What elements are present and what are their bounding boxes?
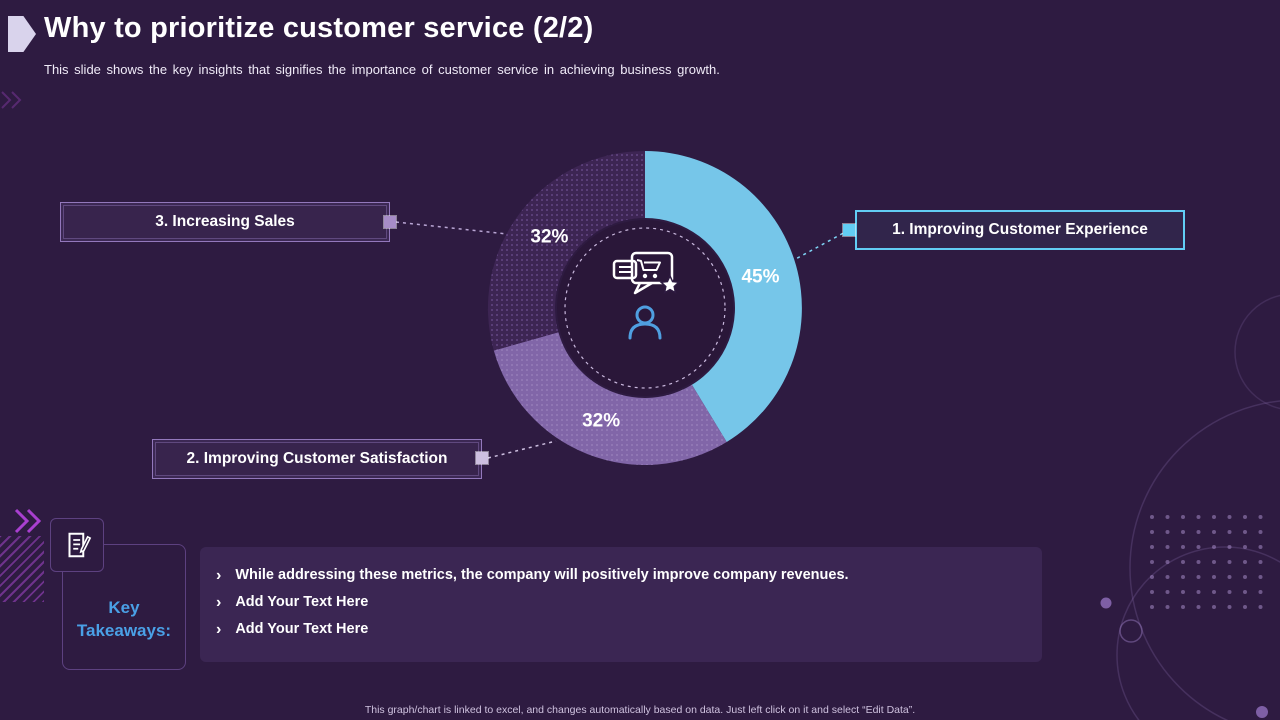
shopping-cart-icon xyxy=(636,259,661,271)
list-item: › Add Your Text Here xyxy=(216,616,1042,643)
chat-bubble-icon xyxy=(630,251,674,285)
footer-note: This graph/chart is linked to excel, and… xyxy=(364,704,916,716)
page-title: Why to prioritize customer service (2/2) xyxy=(44,12,594,44)
takeaway-text: Add Your Text Here xyxy=(235,621,369,637)
dot-grid-decoration xyxy=(1150,515,1263,609)
pie-slice-texture xyxy=(487,150,645,351)
star-icon xyxy=(659,274,681,295)
donut-chart[interactable]: 45% 32% 32% xyxy=(480,143,810,473)
key-takeaways-heading: Key Takeaways: xyxy=(76,598,172,640)
cart-wheel xyxy=(652,273,658,279)
ring-decoration xyxy=(1129,400,1280,720)
cart-wheel xyxy=(642,273,648,279)
key-takeaways-frame: Key Takeaways: xyxy=(62,544,186,670)
bullet-glyph: › xyxy=(216,594,222,611)
hatch-decoration xyxy=(0,536,44,602)
callout-connector-square xyxy=(476,452,488,464)
chevron-decoration xyxy=(1,91,22,109)
page-subtitle: This slide shows the key insights that s… xyxy=(44,62,720,77)
list-item: › Add Your Text Here xyxy=(216,589,1042,616)
person-body xyxy=(628,322,662,340)
callout-improving-customer-satisfaction: 2. Improving Customer Satisfaction xyxy=(152,439,482,479)
slice-percent-label: 32% xyxy=(582,411,620,432)
slice-percent-label: 45% xyxy=(741,267,779,288)
chevron-decoration xyxy=(14,508,42,534)
chat-bubble-tail xyxy=(633,281,653,295)
text-lines xyxy=(619,266,631,273)
callout-label: 3. Increasing Sales xyxy=(155,213,295,230)
pie-slice-texture xyxy=(493,332,727,465)
slice-percent-label: 32% xyxy=(530,227,568,248)
callout-improving-customer-experience: 1. Improving Customer Experience xyxy=(855,210,1185,250)
pie-slice-1[interactable] xyxy=(645,151,802,442)
chat-bubble-small-icon xyxy=(612,259,638,280)
bullet-glyph: › xyxy=(216,621,222,638)
callout-connector-square xyxy=(843,224,855,236)
callout-increasing-sales: 3. Increasing Sales xyxy=(60,202,390,242)
takeaway-text: Add Your Text Here xyxy=(235,594,369,610)
callout-label: 2. Improving Customer Satisfaction xyxy=(186,450,448,467)
callout-connector-square xyxy=(384,216,396,228)
takeaway-text: While addressing these metrics, the comp… xyxy=(235,567,849,583)
circle-decoration xyxy=(1119,619,1143,643)
donut-inner-dashed-ring xyxy=(564,227,726,389)
dot-decoration xyxy=(1100,597,1112,609)
title-accent-chevron xyxy=(8,16,36,52)
ring-decoration xyxy=(1234,294,1280,410)
callout-label: 1. Improving Customer Experience xyxy=(892,221,1148,238)
list-item: › While addressing these metrics, the co… xyxy=(216,562,1042,589)
notes-pencil-icon xyxy=(50,518,104,572)
person-head xyxy=(635,305,655,325)
customer-service-icon xyxy=(590,245,700,355)
takeaways-panel: › While addressing these metrics, the co… xyxy=(200,547,1042,662)
ring-decoration xyxy=(1116,546,1280,720)
bullet-glyph: › xyxy=(216,567,222,584)
